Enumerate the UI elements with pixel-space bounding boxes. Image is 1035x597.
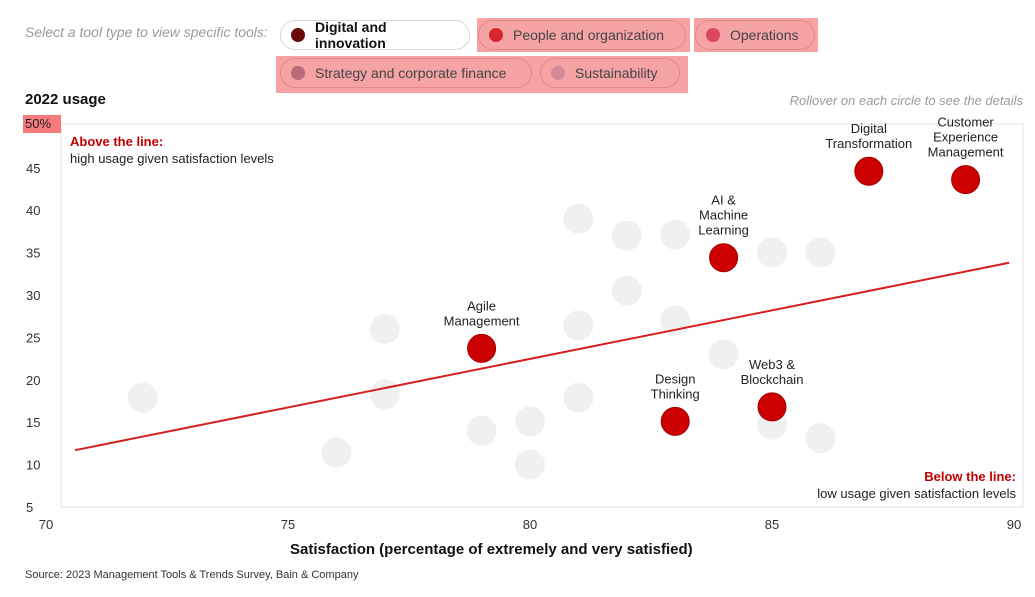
point-label: Transformation (825, 136, 912, 151)
point-label: Management (928, 145, 1004, 160)
point-label: Digital (851, 121, 887, 136)
tool-point-muted (563, 382, 594, 413)
point-label: Experience (933, 130, 998, 145)
point-label: Agile (467, 298, 496, 313)
point-label: Blockchain (741, 372, 804, 387)
x-tick-label: 80 (523, 517, 537, 532)
above-line-note: Above the line: high usage given satisfa… (70, 133, 274, 167)
point-label: Customer (937, 115, 994, 130)
tool-point-muted (127, 382, 158, 413)
below-line-text: low usage given satisfaction levels (817, 486, 1016, 501)
point-label: Learning (698, 223, 749, 238)
highlight-people (477, 18, 690, 52)
tool-point-muted (466, 415, 497, 446)
trend-line (74, 261, 1010, 452)
plot-frame (60, 123, 1024, 508)
y-tick-label: 5 (26, 500, 33, 515)
y-axis-title: 2022 usage (25, 91, 106, 108)
tool-point-muted (563, 203, 594, 234)
tool-button-digital[interactable]: Digital and innovation (280, 19, 470, 51)
highlight-strategy-sustainability (276, 56, 688, 93)
point-label: Thinking (651, 386, 700, 401)
x-axis-title: Satisfaction (percentage of extremely an… (290, 541, 693, 558)
tool-point-muted (563, 310, 594, 341)
above-line-text: high usage given satisfaction levels (70, 151, 274, 166)
tool-point-highlighted[interactable] (467, 333, 497, 363)
sustainability-color-dot (551, 66, 565, 80)
tool-point-highlighted[interactable] (660, 406, 690, 436)
tool-point-muted (515, 406, 545, 437)
below-line-note: Below the line: low usage given satisfac… (817, 468, 1016, 502)
x-tick-label: 70 (39, 517, 53, 532)
point-label: Design (655, 371, 695, 386)
below-line-heading: Below the line: (924, 469, 1016, 484)
tool-point-muted (805, 423, 836, 454)
tool-point-muted (369, 313, 400, 344)
tool-point-highlighted[interactable] (757, 392, 787, 422)
tool-button-label: Strategy and corporate finance (315, 65, 507, 81)
tool-point-muted (611, 275, 642, 306)
tool-button-label: People and organization (513, 27, 665, 43)
tool-button-people[interactable]: People and organization (478, 20, 686, 50)
y-tick-label: 35 (26, 246, 40, 261)
tool-point-muted (660, 219, 691, 250)
tool-button-label: Sustainability (575, 65, 658, 81)
y-tick-label: 10 (26, 458, 40, 473)
y-tick-label: 25 (26, 330, 40, 345)
tool-point-muted (515, 449, 545, 480)
people-color-dot (489, 28, 503, 42)
y-tick-label-top: 50% (23, 115, 61, 133)
tool-button-operations[interactable]: Operations (695, 20, 815, 50)
tool-point-muted (757, 237, 787, 268)
rollover-hint: Rollover on each circle to see the detai… (789, 93, 1023, 108)
strategy-color-dot (291, 66, 305, 80)
digital-color-dot (291, 28, 305, 42)
tool-point-muted (321, 437, 352, 468)
tool-point-muted (369, 379, 400, 410)
tool-point-highlighted[interactable] (854, 156, 884, 186)
point-label: Machine (699, 208, 748, 223)
x-tick-label: 75 (281, 517, 295, 532)
point-label: AI & (711, 193, 736, 208)
filter-prompt: Select a tool type to view specific tool… (25, 24, 268, 40)
y-tick-label: 45 (26, 161, 40, 176)
tool-point-muted (611, 220, 642, 251)
tool-point-highlighted[interactable] (709, 243, 739, 273)
operations-color-dot (706, 28, 720, 42)
tool-button-label: Digital and innovation (315, 19, 387, 51)
tool-point-muted (805, 237, 836, 268)
y-tick-label: 15 (26, 415, 40, 430)
above-line-heading: Above the line: (70, 134, 164, 149)
y-tick-label: 20 (26, 373, 40, 388)
x-tick-label: 85 (765, 517, 779, 532)
y-tick-label: 30 (26, 288, 40, 303)
y-tick-label: 40 (26, 203, 40, 218)
tool-point-muted (708, 339, 739, 370)
point-label: Management (444, 313, 520, 328)
tool-point-highlighted[interactable] (951, 165, 981, 195)
tool-button-strategy[interactable]: Strategy and corporate finance (280, 58, 532, 88)
tool-button-sustainability[interactable]: Sustainability (540, 58, 680, 88)
x-tick-label: 90 (1007, 517, 1021, 532)
tool-button-label: Operations (730, 27, 799, 43)
point-label: Web3 & (749, 357, 795, 372)
source-note: Source: 2023 Management Tools & Trends S… (25, 569, 359, 581)
